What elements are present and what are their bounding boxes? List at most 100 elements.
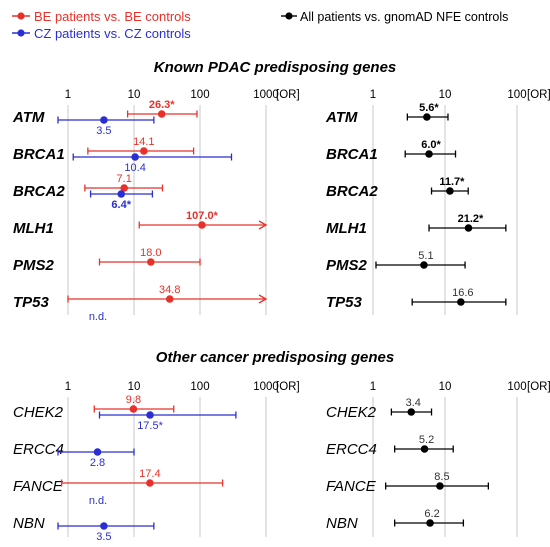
gene-label: NBN — [13, 515, 45, 532]
unit-label: [OR] — [527, 89, 550, 101]
gene-label: MLH1 — [326, 220, 367, 237]
forest-panel-1: 1 10 100 [OR] ATM 5.6* BRCA1 6.0* BRCA2 11.7* MLH1… — [325, 89, 550, 315]
or-point-cz — [100, 522, 108, 530]
or-value-label-cz: 2.8 — [90, 457, 105, 469]
or-point-be — [120, 184, 128, 192]
gene-label: PMS2 — [326, 257, 368, 274]
or-value-label-be: 9.8 — [126, 394, 141, 406]
or-value-label-cz: 17.5* — [137, 420, 163, 432]
or-point-cz — [93, 448, 102, 456]
gene-label: TP53 — [326, 294, 363, 311]
or-value-label-be: 107.0* — [186, 210, 219, 222]
or-value-label-all: 6.0* — [421, 139, 441, 151]
gene-label: CHEK2 — [13, 404, 64, 421]
or-point-be — [146, 479, 154, 487]
forest-panels: 1 10 100 1000[OR]ATM26.3*3.5BRCA114.110.4BR… — [12, 89, 550, 543]
unit-label: [OR] — [276, 89, 300, 101]
or-point-be — [140, 147, 148, 155]
tick-label: 100 — [190, 89, 209, 101]
or-value-label-cz: 3.5 — [96, 531, 111, 543]
or-value-label-be: 17.4 — [139, 468, 160, 480]
or-value-label-be: 14.1 — [133, 136, 154, 148]
or-point-all — [446, 187, 454, 195]
gene-label: FANCE — [326, 478, 377, 495]
gene-label: ERCC4 — [326, 441, 377, 458]
or-value-label-be: 18.0 — [140, 247, 161, 259]
or-point-all — [426, 519, 434, 527]
or-value-label-cz: 10.4 — [124, 162, 145, 174]
or-value-label-all: 16.6 — [452, 287, 473, 299]
gene-label: TP53 — [13, 294, 50, 311]
legend-cz-label: CZ patients vs. CZ controls — [34, 26, 191, 41]
or-point-be — [129, 405, 138, 413]
or-point-all — [420, 261, 428, 269]
or-point-be — [147, 258, 155, 266]
gene-label: MLH1 — [13, 220, 54, 237]
or-point-all — [464, 224, 473, 232]
legend: BE patients vs. BE controls CZ patients … — [12, 9, 508, 41]
or-value-label-all: 5.2 — [419, 434, 434, 446]
legend-item-all: All patients vs. gnomAD NFE controls — [281, 10, 508, 24]
legend-all-marker — [285, 12, 293, 20]
legend-be-marker — [17, 12, 25, 20]
legend-item-be: BE patients vs. BE controls — [12, 9, 191, 24]
or-point-all — [457, 298, 465, 306]
gene-label: CHEK2 — [326, 404, 377, 421]
or-point-cz — [131, 153, 139, 161]
gene-label: ATM — [12, 109, 45, 126]
tick-label: 1 — [65, 89, 71, 101]
or-value-label-be: 7.1 — [117, 173, 132, 185]
tick-label: 1000 — [253, 89, 279, 101]
tick-label: 1 — [370, 89, 376, 101]
section-title-other: Other cancer predisposing genes — [156, 349, 394, 366]
unit-label: [OR] — [527, 381, 550, 393]
or-value-label-all: 3.4 — [406, 397, 421, 409]
gene-label: ERCC4 — [13, 441, 64, 458]
gene-label: NBN — [326, 515, 358, 532]
or-value-label-all: 8.5 — [434, 471, 449, 483]
tick-label: 100 — [190, 381, 209, 393]
or-point-all — [436, 482, 444, 490]
legend-item-cz: CZ patients vs. CZ controls — [12, 26, 191, 41]
or-value-label-all: 5.1 — [418, 250, 433, 262]
legend-cz-marker — [17, 29, 25, 37]
or-point-be — [198, 221, 206, 229]
tick-label: 100 — [507, 381, 526, 393]
tick-label: 10 — [128, 381, 141, 393]
gene-label: BRCA1 — [326, 146, 378, 163]
legend-be-label: BE patients vs. BE controls — [34, 9, 191, 24]
tick-label: 10 — [128, 89, 141, 101]
tick-label: 100 — [507, 89, 526, 101]
unit-label: [OR] — [276, 381, 300, 393]
or-point-cz — [100, 116, 108, 124]
tick-label: 1 — [370, 381, 376, 393]
or-value-label-all: 6.2 — [424, 508, 439, 520]
forest-panel-0: 1 10 100 1000[OR] ATM 26.3* 3.5 BRCA1 14.1 10.4 BR… — [12, 89, 300, 323]
or-point-be — [157, 110, 166, 118]
ci-arrow-be — [258, 220, 268, 230]
gene-label: BRCA2 — [326, 183, 378, 200]
gene-label: FANCE — [13, 478, 64, 495]
or-point-cz — [117, 190, 126, 198]
forest-panel-3: 1 10 100 [OR] CHEK2 3.4 ERCC4 5.2 FANCE 8.5 NBN 6.2 — [326, 381, 550, 537]
or-point-all — [420, 445, 429, 453]
or-value-label-be: 26.3* — [149, 99, 175, 111]
or-value-label-cz: 6.4* — [111, 199, 131, 211]
or-value-label-all: 5.6* — [419, 102, 439, 114]
or-value-label-all: 21.2* — [458, 213, 484, 225]
tick-label: 1 — [65, 381, 71, 393]
or-value-label-be: 34.8 — [159, 284, 180, 296]
gene-label: PMS2 — [13, 257, 55, 274]
or-point-all — [425, 150, 433, 158]
or-value-label-all: 11.7* — [439, 176, 465, 188]
or-value-label-cz: 3.5 — [96, 125, 111, 137]
gene-label: ATM — [325, 109, 358, 126]
section-title-known: Known PDAC predisposing genes — [154, 59, 397, 76]
tick-label: 1000 — [253, 381, 279, 393]
forest-panel-2: 1 10 100 1000[OR] CHEK2 9.8 17.5* ERCC4 2.8 FANCE… — [13, 381, 300, 543]
gene-label: BRCA1 — [13, 146, 65, 163]
or-point-be — [165, 295, 174, 303]
tick-label: 10 — [439, 381, 452, 393]
nd-label: n.d. — [89, 495, 107, 507]
